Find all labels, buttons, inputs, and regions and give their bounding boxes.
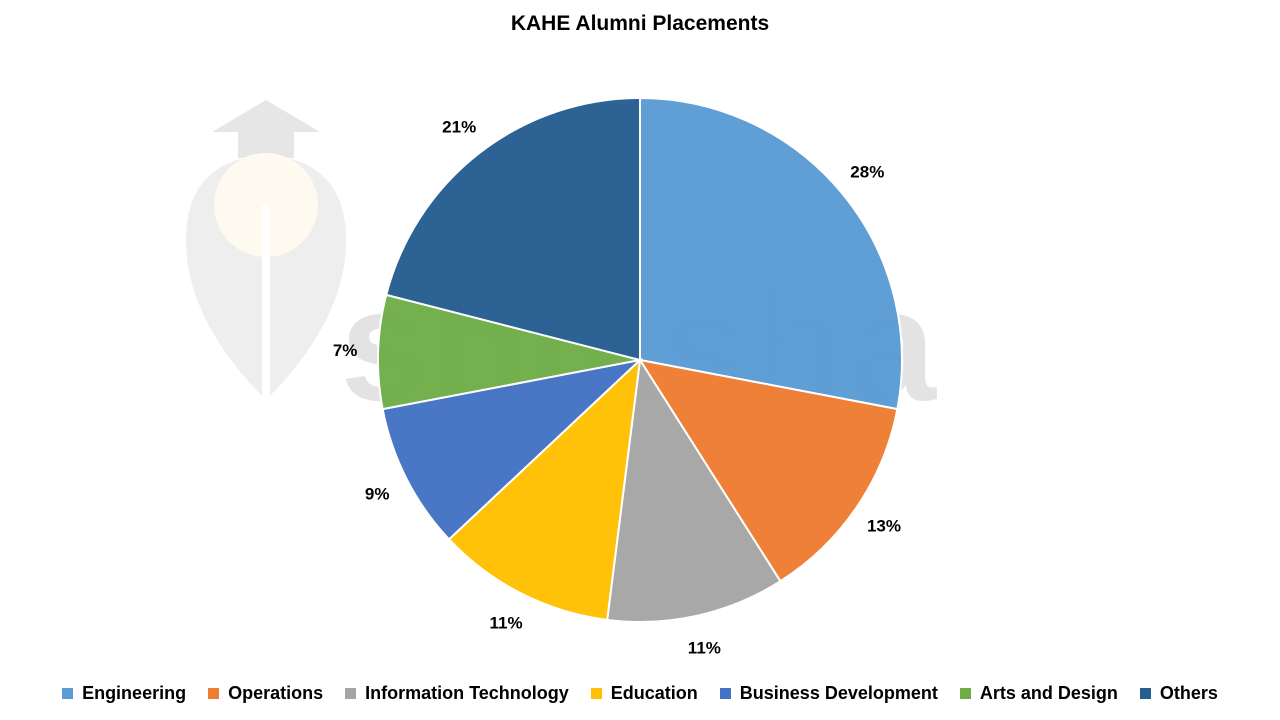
- legend-item-engineering: Engineering: [62, 683, 186, 704]
- legend-label-information-technology: Information Technology: [365, 683, 569, 703]
- graduation-cap-logo-icon: [186, 100, 346, 400]
- legend-item-arts-and-design: Arts and Design: [959, 683, 1118, 704]
- legend-swatch-business-development: [719, 688, 731, 699]
- slice-label-operations: 13%: [867, 516, 901, 535]
- legend-item-education: Education: [590, 683, 698, 704]
- chart-title: KAHE Alumni Placements: [510, 12, 770, 35]
- legend-swatch-information-technology: [345, 688, 357, 699]
- slice-label-education: 11%: [490, 613, 523, 632]
- slice-label-information-technology: 11%: [688, 638, 721, 657]
- legend-swatch-others: [1139, 688, 1151, 699]
- legend-swatch-arts-and-design: [959, 688, 971, 699]
- legend-item-business-development: Business Development: [719, 683, 938, 704]
- legend-swatch-engineering: [62, 688, 74, 699]
- legend-label-business-development: Business Development: [739, 683, 938, 703]
- legend-item-others: Others: [1139, 683, 1218, 704]
- slice-label-others: 21%: [442, 117, 476, 136]
- slice-operations: [637, 358, 899, 583]
- legend-label-others: Others: [1159, 683, 1218, 703]
- slice-information-technology: [606, 357, 782, 623]
- slice-arts-and-design: [377, 293, 641, 411]
- slice-education: [447, 357, 642, 622]
- pie-slices: [377, 96, 903, 623]
- legend-swatch-operations: [208, 688, 220, 699]
- legend-label-arts-and-design: Arts and Design: [979, 683, 1118, 703]
- legend-item-operations: Operations: [208, 683, 323, 704]
- slice-engineering: [639, 96, 903, 411]
- slice-label-arts-and-design: 7%: [333, 341, 358, 360]
- pie-labels: 28% 13% 11% 11% 9% 7% 21%: [333, 117, 901, 657]
- legend-label-engineering: Engineering: [82, 683, 187, 703]
- legend-item-information-technology: Information Technology: [345, 683, 569, 704]
- slice-label-engineering: 28%: [850, 162, 884, 181]
- slice-others: [385, 96, 641, 362]
- slice-label-business-development: 9%: [365, 484, 390, 503]
- legend-swatch-education: [590, 688, 602, 699]
- slice-business-development: [381, 358, 644, 541]
- legend: Engineering Operations Information Technol…: [0, 683, 1280, 704]
- pie-chart: shiksha 28%13%11%11%9%7%21%: [186, 96, 937, 657]
- legend-label-operations: Operations: [228, 683, 324, 703]
- legend-label-education: Education: [610, 683, 698, 703]
